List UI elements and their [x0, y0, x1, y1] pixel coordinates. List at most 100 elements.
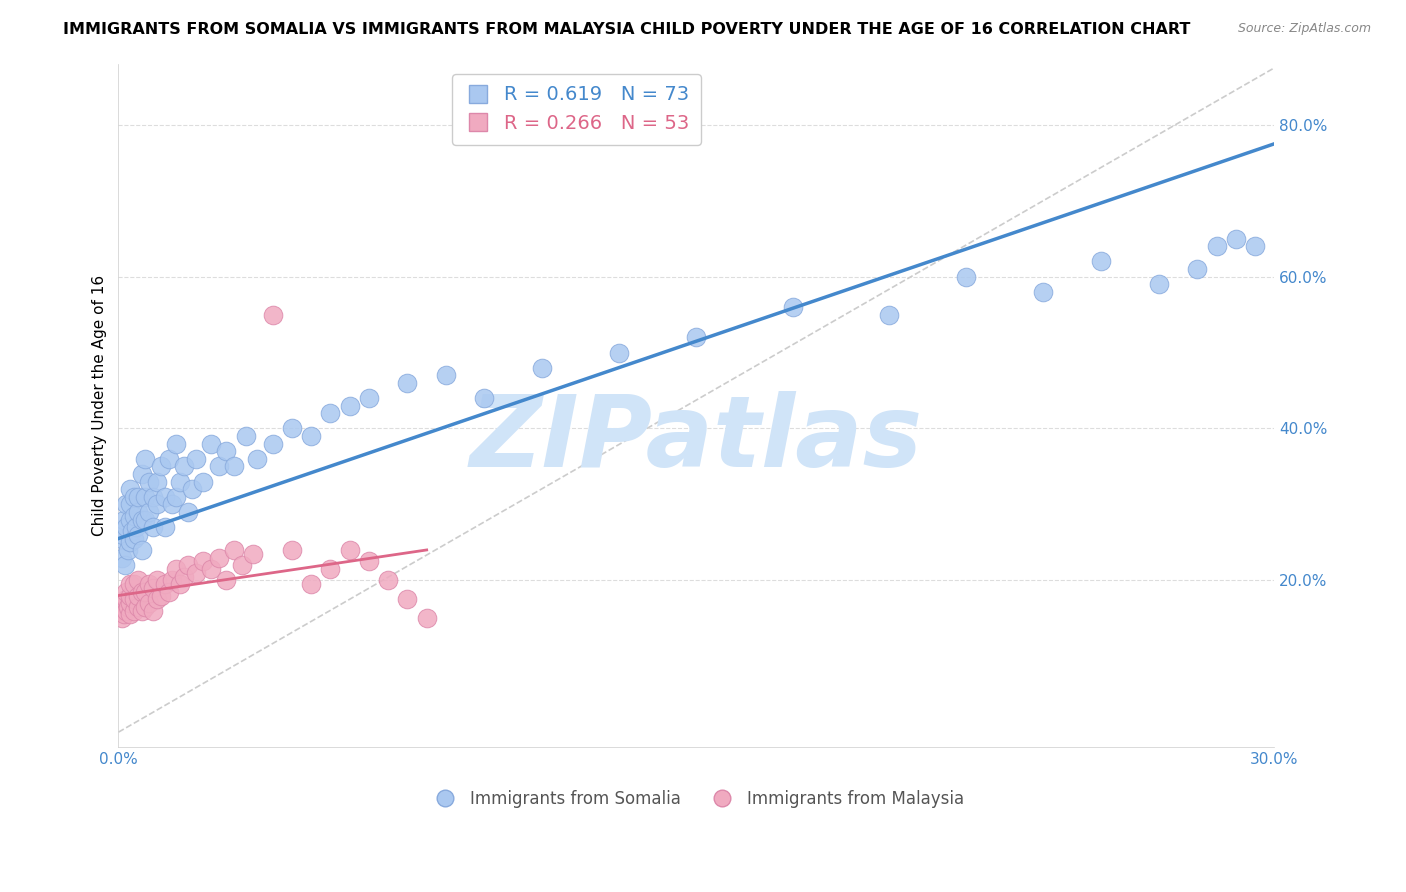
- Point: [531, 360, 554, 375]
- Point: [131, 543, 153, 558]
- Point: [415, 611, 437, 625]
- Point: [222, 543, 245, 558]
- Point: [434, 368, 457, 383]
- Point: [281, 543, 304, 558]
- Text: ZIPatlas: ZIPatlas: [470, 392, 922, 488]
- Point: [215, 574, 238, 588]
- Point: [134, 512, 156, 526]
- Point: [138, 577, 160, 591]
- Point: [110, 532, 132, 546]
- Point: [609, 345, 631, 359]
- Point: [112, 512, 135, 526]
- Point: [127, 599, 149, 614]
- Point: [138, 505, 160, 519]
- Point: [146, 475, 169, 489]
- Point: [127, 528, 149, 542]
- Point: [122, 592, 145, 607]
- Point: [122, 532, 145, 546]
- Point: [118, 535, 141, 549]
- Point: [1187, 262, 1209, 277]
- Point: [131, 604, 153, 618]
- Point: [193, 475, 215, 489]
- Point: [127, 589, 149, 603]
- Point: [146, 497, 169, 511]
- Point: [125, 520, 148, 534]
- Point: [157, 584, 180, 599]
- Point: [339, 543, 361, 558]
- Point: [169, 577, 191, 591]
- Point: [180, 482, 202, 496]
- Y-axis label: Child Poverty Under the Age of 16: Child Poverty Under the Age of 16: [93, 275, 107, 536]
- Point: [110, 604, 132, 618]
- Point: [131, 467, 153, 481]
- Text: Source: ZipAtlas.com: Source: ZipAtlas.com: [1237, 22, 1371, 36]
- Point: [127, 490, 149, 504]
- Point: [112, 607, 135, 622]
- Point: [184, 566, 207, 580]
- Point: [127, 505, 149, 519]
- Point: [193, 554, 215, 568]
- Point: [177, 558, 200, 573]
- Point: [153, 520, 176, 534]
- Point: [117, 543, 139, 558]
- Point: [115, 497, 138, 511]
- Point: [115, 604, 138, 618]
- Text: IMMIGRANTS FROM SOMALIA VS IMMIGRANTS FROM MALAYSIA CHILD POVERTY UNDER THE AGE : IMMIGRANTS FROM SOMALIA VS IMMIGRANTS FR…: [63, 22, 1191, 37]
- Point: [122, 604, 145, 618]
- Point: [685, 330, 707, 344]
- Point: [134, 451, 156, 466]
- Point: [200, 562, 222, 576]
- Point: [1244, 239, 1267, 253]
- Point: [146, 592, 169, 607]
- Point: [165, 436, 187, 450]
- Point: [131, 512, 153, 526]
- Point: [396, 592, 419, 607]
- Point: [157, 451, 180, 466]
- Point: [111, 611, 134, 625]
- Point: [142, 581, 165, 595]
- Point: [115, 584, 138, 599]
- Point: [117, 599, 139, 614]
- Point: [200, 436, 222, 450]
- Point: [1225, 232, 1247, 246]
- Point: [319, 562, 342, 576]
- Point: [114, 558, 136, 573]
- Point: [782, 300, 804, 314]
- Point: [207, 550, 229, 565]
- Point: [396, 376, 419, 390]
- Point: [319, 406, 342, 420]
- Point: [162, 497, 184, 511]
- Point: [184, 451, 207, 466]
- Point: [377, 574, 399, 588]
- Point: [173, 459, 195, 474]
- Point: [165, 562, 187, 576]
- Point: [165, 490, 187, 504]
- Point: [149, 459, 172, 474]
- Point: [1147, 277, 1170, 292]
- Point: [357, 554, 380, 568]
- Point: [134, 490, 156, 504]
- Point: [138, 596, 160, 610]
- Point: [118, 512, 141, 526]
- Point: [118, 482, 141, 496]
- Point: [1205, 239, 1227, 253]
- Point: [231, 558, 253, 573]
- Point: [162, 574, 184, 588]
- Point: [242, 547, 264, 561]
- Point: [215, 444, 238, 458]
- Point: [115, 520, 138, 534]
- Point: [134, 599, 156, 614]
- Point: [118, 607, 141, 622]
- Point: [299, 577, 322, 591]
- Point: [118, 577, 141, 591]
- Point: [142, 520, 165, 534]
- Point: [235, 429, 257, 443]
- Point: [153, 577, 176, 591]
- Point: [169, 475, 191, 489]
- Point: [138, 475, 160, 489]
- Point: [1090, 254, 1112, 268]
- Point: [131, 584, 153, 599]
- Point: [111, 596, 134, 610]
- Point: [153, 490, 176, 504]
- Point: [222, 459, 245, 474]
